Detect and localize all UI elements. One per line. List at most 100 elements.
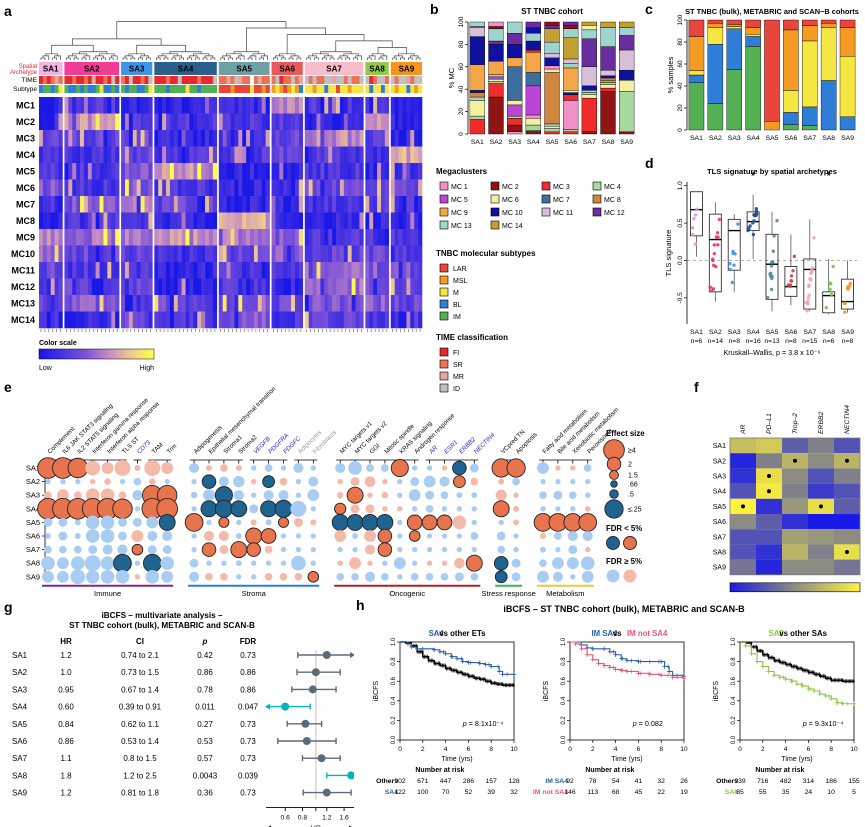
heatmap-cell — [181, 196, 186, 213]
heatmap-cell — [369, 295, 374, 312]
heatmap-cell — [287, 245, 292, 263]
archetype-band — [121, 62, 153, 75]
x-tick-label: 8 — [489, 746, 493, 753]
heatmap-cell — [336, 229, 341, 246]
heatmap-cell — [91, 311, 96, 329]
heatmap-cell — [148, 229, 153, 246]
heatmap-cell — [193, 212, 198, 230]
heatmap-cell — [173, 311, 179, 329]
heatmap-cell — [291, 262, 296, 279]
heatmap-cell — [64, 262, 69, 279]
effect-dot — [496, 531, 506, 541]
heatmap-cell — [238, 130, 243, 147]
heatmap-cell — [58, 163, 63, 180]
heatmap-cell — [177, 130, 182, 147]
heatmap-cell — [347, 311, 352, 329]
subtype-cell — [136, 85, 141, 93]
bar-segment — [488, 28, 504, 42]
heatmap-cell — [304, 196, 309, 213]
subtype-cell — [369, 85, 374, 93]
heatmap-cell — [332, 163, 337, 180]
heatmap-cell — [124, 130, 130, 147]
heatmap-cell — [339, 130, 345, 147]
subtype-cell — [91, 85, 96, 93]
heatmap-cell — [402, 311, 407, 329]
row-label: SA4 — [26, 504, 40, 513]
time-cell — [332, 76, 337, 84]
colorscale-low: Low — [39, 365, 53, 372]
spatial-archetype-label: Spatial — [19, 64, 37, 70]
heatmap-cell — [234, 146, 239, 164]
effect-dot — [336, 491, 344, 499]
heatmap-cell — [238, 212, 243, 230]
heatmap-cell — [238, 179, 243, 197]
heatmap-cell — [257, 311, 263, 329]
heatmap-cell — [58, 295, 63, 312]
bar-segment — [488, 81, 504, 84]
row-label: SA9 — [26, 572, 40, 581]
hr-value: 1.0 — [60, 668, 72, 677]
effect-dot — [454, 557, 465, 569]
heatmap-cell — [756, 438, 782, 454]
heatmap-cell — [185, 163, 190, 180]
risk-value: 716 — [757, 778, 769, 785]
heatmap-cell — [68, 212, 73, 230]
effect-dot — [539, 491, 547, 500]
subtype-cell — [87, 85, 93, 93]
heatmap-cell — [212, 179, 218, 197]
heatmap-cell — [226, 212, 231, 230]
heatmap-cell — [377, 245, 382, 263]
heatmap-cell — [39, 163, 44, 180]
heatmap-cell — [158, 163, 163, 180]
y-tick-label: 0.4 — [391, 696, 397, 705]
heatmap-cell — [265, 245, 270, 263]
heatmap-cell — [394, 130, 399, 147]
heatmap-cell — [50, 229, 55, 246]
heatmap-cell — [189, 311, 194, 329]
panel-a: a SA1 SA2 SA3 SA4 SA5 SA6 SA7 SA8 SA9 Spatial Arche… — [2, 2, 426, 378]
x-category-label: SA9 — [841, 329, 854, 336]
heatmap-cell — [181, 179, 186, 197]
heatmap-cell — [193, 130, 198, 147]
heatmap-cell — [246, 146, 251, 164]
heatmap-cell — [384, 278, 390, 296]
bar-segment — [488, 26, 504, 29]
effect-dot — [552, 571, 563, 582]
time-cell — [72, 76, 77, 84]
data-point — [711, 258, 715, 263]
heatmap-cell — [250, 229, 255, 246]
heatmap-cell — [336, 146, 341, 164]
heatmap-cell — [308, 212, 313, 230]
heatmap-cell — [83, 262, 89, 279]
heatmap-cell — [336, 278, 341, 296]
subtype-cell — [253, 85, 259, 93]
heatmap-cell — [336, 212, 341, 230]
x-category-label: SA4 — [747, 135, 760, 142]
heatmap-cell — [834, 483, 860, 499]
heatmap-cell — [275, 245, 280, 263]
heatmap-cell — [87, 146, 93, 164]
heatmap-cell — [242, 196, 247, 213]
time-cell — [68, 76, 73, 84]
risk-value: 55 — [759, 789, 767, 796]
subtype-cell — [208, 85, 214, 93]
heatmap-cell — [42, 130, 48, 147]
x-tick-label: 6 — [637, 746, 641, 753]
heatmap-cell — [359, 278, 364, 296]
heatmap-cell — [87, 229, 93, 246]
heatmap-cell — [201, 311, 206, 329]
effect-dot — [75, 478, 81, 485]
effect-dot — [220, 464, 228, 472]
heatmap-cell — [359, 229, 364, 246]
heatmap-cell — [253, 163, 259, 180]
heatmap-cell — [261, 113, 266, 131]
data-point — [714, 264, 718, 269]
n-label: n=6 — [691, 338, 703, 345]
legend-swatch — [592, 207, 602, 217]
heatmap-cell — [246, 113, 251, 131]
heatmap-cell — [80, 212, 85, 230]
heatmap-cell — [253, 295, 259, 312]
y-tick-label: 0.8 — [561, 657, 567, 666]
heatmap-cell — [390, 311, 395, 329]
